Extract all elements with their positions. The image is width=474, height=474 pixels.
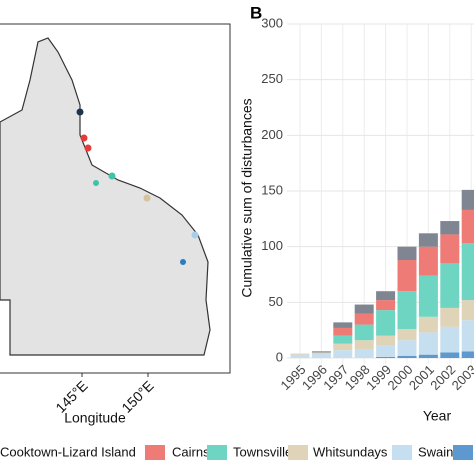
site: [143, 194, 151, 202]
y-tick-label: 250: [261, 71, 283, 86]
site: [93, 180, 99, 186]
panel-label: B: [250, 3, 262, 22]
bar-segment: [333, 350, 353, 358]
bar-segment: [333, 335, 353, 344]
bar-segment: [397, 291, 417, 330]
legend-label: Whitsundays: [313, 444, 388, 459]
x-tick-label: 2003: [449, 362, 474, 393]
bar-segment: [354, 324, 374, 341]
bar-segment: [354, 304, 374, 314]
bar-segment: [397, 340, 417, 356]
bar-segment: [440, 234, 460, 264]
site: [80, 134, 88, 142]
bar-segment: [376, 291, 396, 301]
bar-segment: [354, 340, 374, 350]
bar-segment: [461, 209, 474, 244]
bar-segment: [290, 354, 310, 358]
y-axis-title: Cumulative sum of disturbances: [239, 98, 255, 297]
bar-segment: [440, 263, 460, 308]
bar-segment: [333, 343, 353, 351]
map-sites: [76, 108, 199, 265]
y-tick-label: 300: [261, 15, 283, 30]
site: [76, 108, 84, 116]
legend-swatch: [453, 445, 473, 460]
map-x-label: Longitude: [64, 410, 126, 426]
map-panel: 145°E 150°E Longitude: [0, 23, 231, 426]
bar-segment: [311, 352, 331, 354]
y-tick-label: 0: [276, 349, 283, 364]
bar-segment: [461, 189, 474, 210]
legend-swatch: [145, 445, 165, 460]
bar-segment: [418, 275, 438, 317]
legend-label: Swain: [418, 444, 453, 459]
legend-label: Townsville: [233, 444, 292, 459]
bar-segment: [461, 243, 474, 301]
bar-segment: [418, 233, 438, 247]
bar-segment: [418, 316, 438, 333]
y-tick-label: 100: [261, 238, 283, 253]
bar-segment: [440, 221, 460, 235]
bar-segment: [376, 345, 396, 357]
bar-segment: [397, 355, 417, 358]
bar-segment: [376, 356, 396, 358]
bar-segment: [397, 260, 417, 292]
bar-segment: [397, 246, 417, 261]
bar-segment: [333, 327, 353, 336]
x-axis-title: Year: [423, 408, 452, 424]
bar-segment: [461, 300, 474, 321]
bar-segment: [376, 335, 396, 346]
bar-segment: [354, 313, 374, 325]
map-land: [0, 37, 211, 356]
y-tick-label: 50: [269, 294, 283, 309]
bar-segment: [311, 351, 331, 353]
site: [191, 231, 199, 239]
bar-segment: [418, 246, 438, 276]
y-tick-label: 200: [261, 127, 283, 142]
legend-swatch: [207, 445, 227, 460]
legend-label: Cooktown-Lizard Island: [0, 444, 136, 459]
site: [84, 144, 92, 152]
site: [108, 172, 116, 180]
site: [180, 259, 186, 265]
bar-segment: [290, 353, 310, 355]
bar-segment: [461, 351, 474, 358]
legend-swatch: [288, 445, 308, 460]
bar-segment: [333, 322, 353, 328]
bar-segment: [418, 332, 438, 355]
bar-segment: [397, 329, 417, 341]
bar-segment: [440, 307, 460, 327]
bar-segment: [440, 326, 460, 353]
bar-segment: [354, 349, 374, 358]
y-tick-label: 150: [261, 182, 283, 197]
bar-segment: [311, 353, 331, 358]
legend-label: Cairns: [172, 444, 210, 459]
bar-segment: [418, 354, 438, 358]
bar-segment: [376, 300, 396, 311]
legend-swatch: [392, 445, 412, 460]
bar-segment: [376, 310, 396, 336]
bar-segment: [440, 352, 460, 358]
bar-segment: [461, 320, 474, 352]
